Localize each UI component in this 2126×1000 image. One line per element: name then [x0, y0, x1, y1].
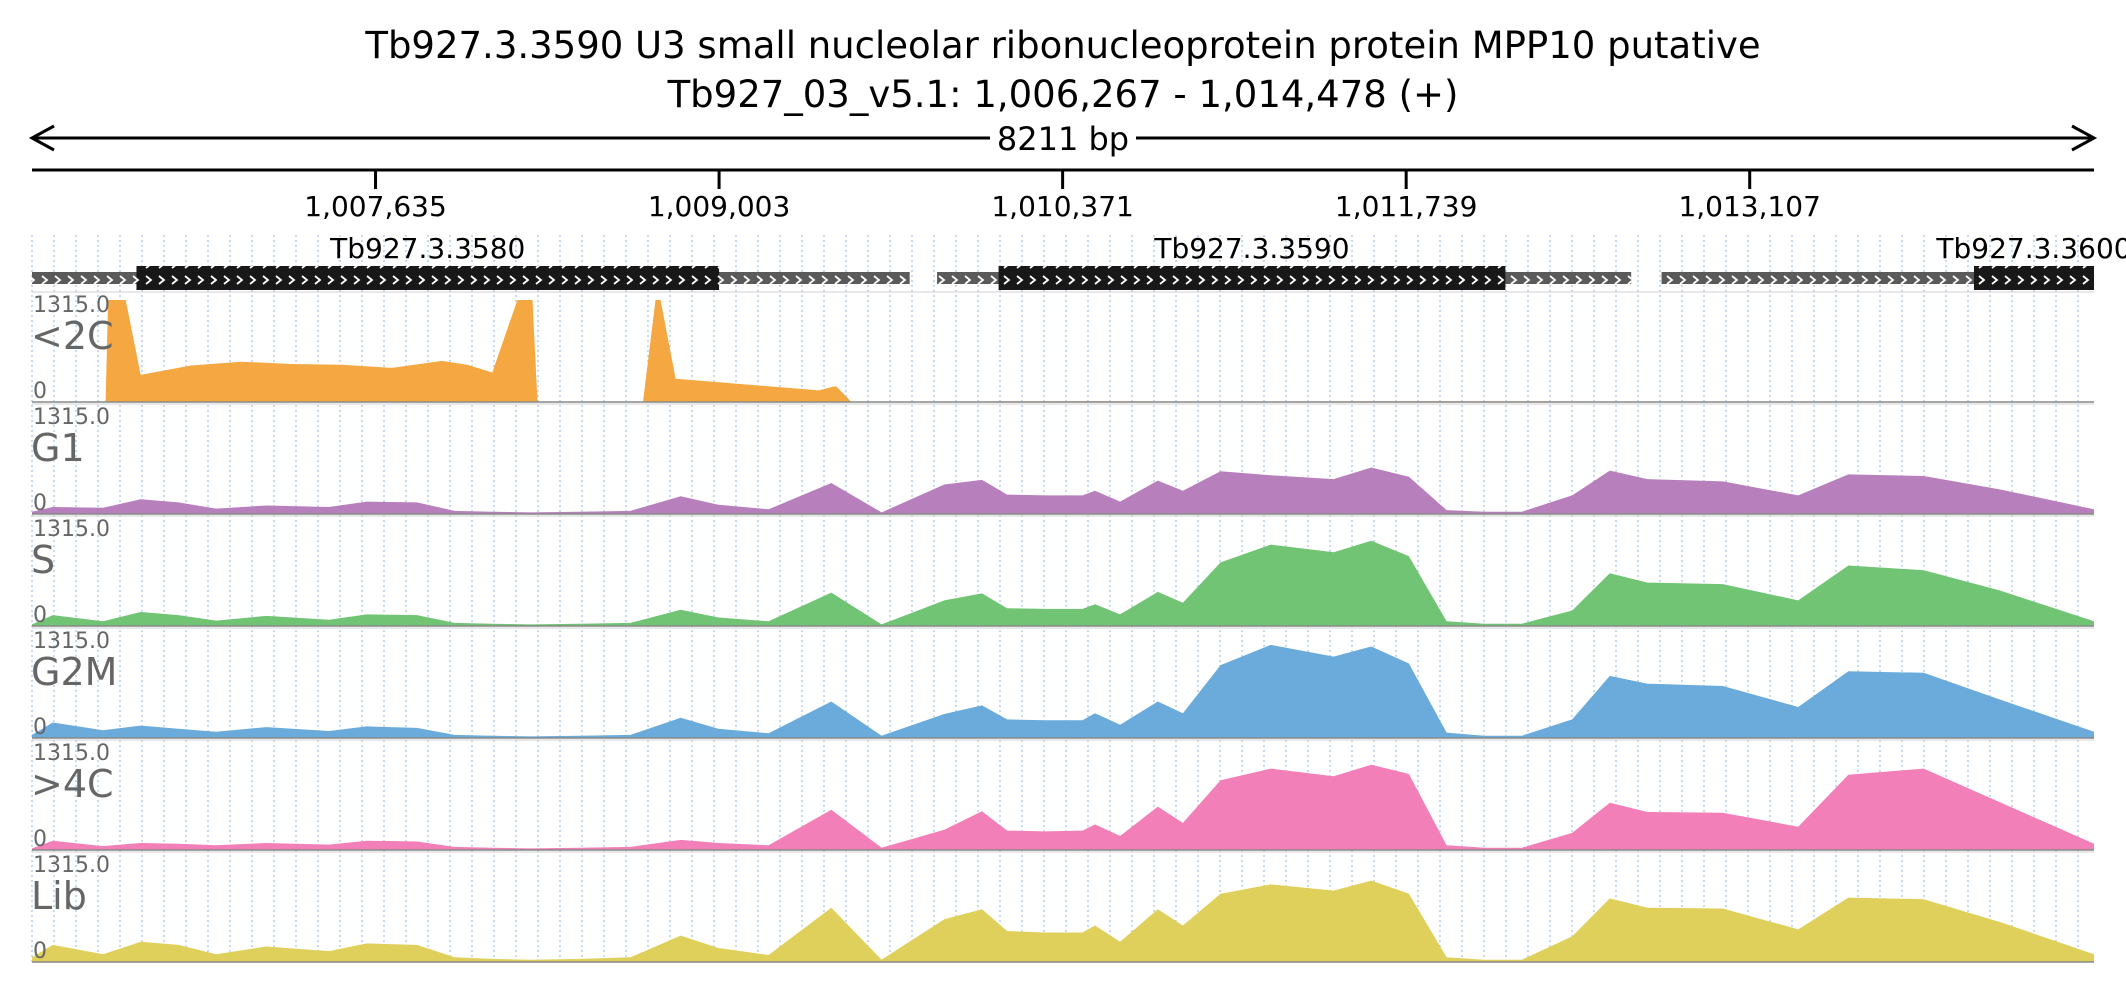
track-zero-label-5: 0: [33, 939, 47, 964]
coverage-area-4: [32, 764, 2094, 850]
track-max-label-2: 1315.0: [33, 517, 110, 542]
coverage-area-2: [32, 540, 2094, 626]
track-zero-label-3: 0: [33, 715, 47, 740]
gene-label-1: Tb927.3.3590: [1153, 232, 1349, 265]
track-name-3: G2M: [31, 650, 117, 694]
track-2: 1315.0S 0: [31, 515, 2094, 628]
scale-tick-label-3: 1,011,739: [1335, 190, 1478, 223]
track-1: 1315.0G1 0: [31, 403, 2094, 516]
track-max-label-3: 1315.0: [33, 629, 110, 654]
scale-ticks: 1,007,635 1,009,003 1,010,371 1,011,739 1,01…: [304, 170, 1821, 223]
track-zero-label-4: 0: [33, 827, 47, 852]
figure-title: Tb927.3.3590 U3 small nucleolar ribonucl…: [364, 24, 1760, 67]
coverage-area-0: [32, 300, 2094, 402]
track-zero-label-0: 0: [33, 379, 47, 404]
gene-0[interactable]: Tb927.3.3580: [32, 232, 910, 290]
gene-cds-arrows-2: [1973, 266, 2094, 290]
track-name-4: >4C: [31, 762, 114, 806]
track-4: 1315.0>4C 0: [31, 739, 2094, 852]
track-name-2: S: [31, 538, 55, 582]
gene-cds-arrows-0: [136, 266, 720, 290]
track-max-label-5: 1315.0: [33, 853, 110, 878]
coverage-area-1: [32, 467, 2094, 514]
span-length-label: 8211 bp: [997, 120, 1129, 158]
scale-tick-label-1: 1,009,003: [648, 190, 791, 223]
track-max-label-1: 1315.0: [33, 405, 110, 430]
track-name-5: Lib: [31, 874, 87, 918]
gene-label-0: Tb927.3.3580: [329, 232, 525, 265]
track-zero-label-1: 0: [33, 491, 47, 516]
gene-1[interactable]: Tb927.3.3590: [937, 232, 1632, 290]
span-indicator: 8211 bp: [28, 119, 2098, 158]
gene-2[interactable]: Tb927.3.3600: [1661, 232, 2126, 290]
gene-label-2: Tb927.3.3600: [1935, 232, 2126, 265]
track-max-label-4: 1315.0: [33, 741, 110, 766]
scale-tick-label-4: 1,013,107: [1678, 190, 1821, 223]
coverage-area-3: [32, 644, 2094, 738]
figure-subtitle: Tb927_03_v5.1: 1,006,267 - 1,014,478 (+): [667, 73, 1459, 116]
span-arrow-right-head: [2071, 124, 2098, 152]
track-name-1: G1: [31, 426, 85, 470]
gene-track: Tb927.3.3580 Tb927.3.3590 Tb927.3.3600: [32, 232, 2126, 290]
scale-tick-label-0: 1,007,635: [304, 190, 447, 223]
track-name-0: <2C: [31, 314, 114, 358]
span-arrow-left-head: [28, 124, 55, 152]
span-label-bg: [990, 119, 1136, 157]
scale-tick-label-2: 1,010,371: [991, 190, 1134, 223]
track-max-label-0: 1315.0: [33, 293, 110, 318]
gene-cds-arrows-1: [998, 266, 1506, 290]
track-zero-label-2: 0: [33, 603, 47, 628]
coverage-tracks: 1315.0<2C01315.0G101315.0S01315.0G2M0131…: [31, 291, 2094, 964]
coverage-area-5: [32, 880, 2094, 962]
track-0: 1315.0<2C 0: [31, 291, 2094, 404]
